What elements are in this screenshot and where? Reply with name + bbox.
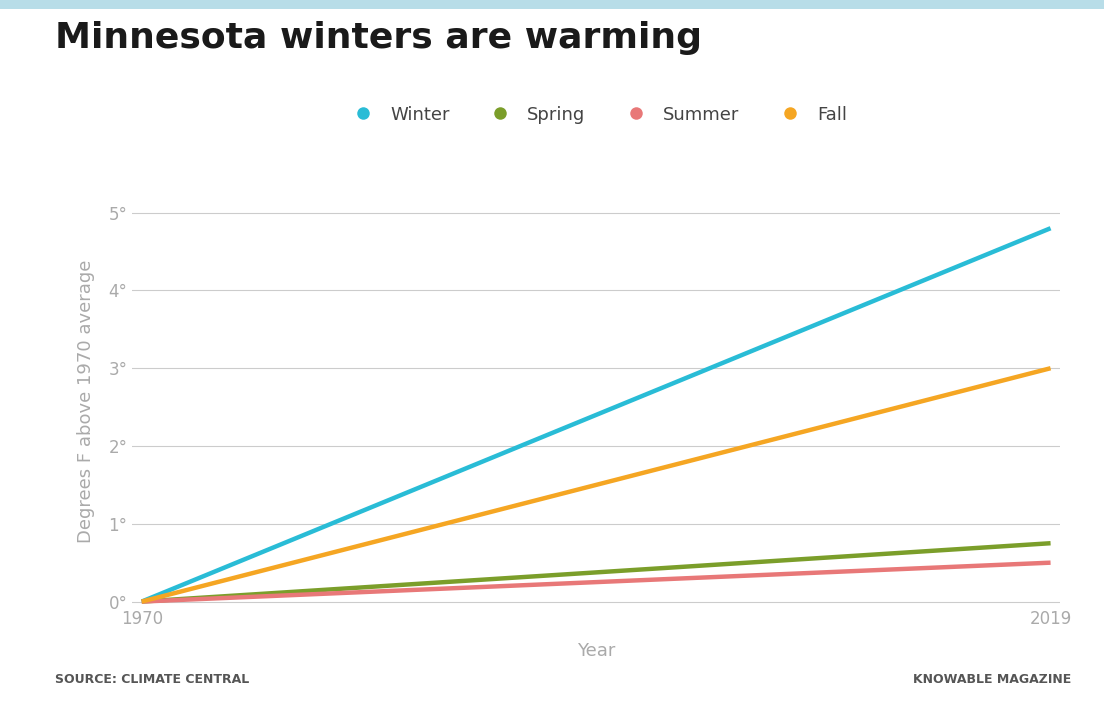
- Y-axis label: Degrees F above 1970 average: Degrees F above 1970 average: [77, 260, 95, 543]
- Legend: Winter, Spring, Summer, Fall: Winter, Spring, Summer, Fall: [338, 99, 854, 131]
- Text: KNOWABLE MAGAZINE: KNOWABLE MAGAZINE: [913, 674, 1071, 686]
- X-axis label: Year: Year: [577, 642, 615, 660]
- Text: Minnesota winters are warming: Minnesota winters are warming: [55, 21, 702, 55]
- Text: SOURCE: CLIMATE CENTRAL: SOURCE: CLIMATE CENTRAL: [55, 674, 250, 686]
